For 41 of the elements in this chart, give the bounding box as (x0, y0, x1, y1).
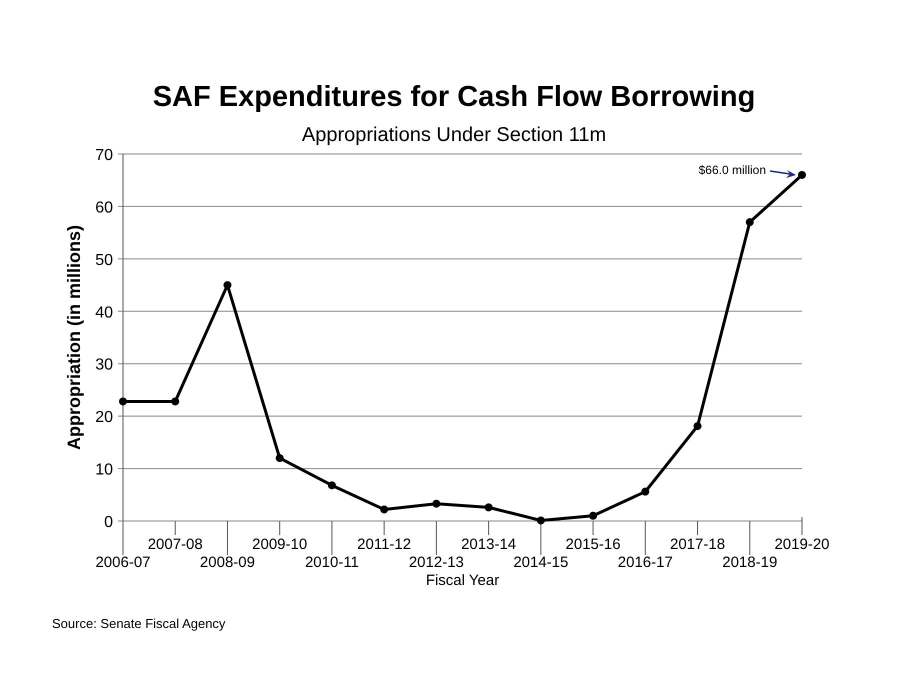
point (171, 397, 180, 406)
point (694, 422, 702, 430)
y-tick-label: 10 (95, 462, 114, 479)
y-tick-label: 40 (95, 304, 114, 322)
point (589, 512, 598, 520)
point (276, 454, 284, 462)
y-tick-label: 20 (95, 409, 114, 426)
point (484, 503, 493, 512)
x-tick-label: 2018-19 (722, 554, 778, 571)
x-tick-label: 2007-08 (148, 536, 203, 553)
y-tick-label: 0 (104, 514, 114, 531)
x-tick-label: 2016-17 (618, 554, 673, 571)
x-tick-label: 2014-15 (513, 554, 568, 571)
x-tick-label: 2010-11 (304, 554, 359, 571)
y-tick-label: 30 (95, 356, 114, 374)
y-tick-label: 70 (95, 147, 114, 164)
point (380, 505, 388, 514)
x-tick-label: 2011-12 (357, 536, 412, 553)
x-axis-title: Fiscal Year (426, 572, 500, 589)
point (798, 170, 806, 179)
point (641, 488, 650, 496)
point (432, 500, 440, 508)
x-tick-label: 2008-09 (200, 554, 255, 571)
point (119, 397, 127, 406)
x-tick-label: 2013-14 (461, 536, 516, 553)
x-tick-label: 2009-10 (252, 536, 308, 553)
source-note: Source: Senate Fiscal Agency (52, 616, 226, 631)
chart-subtitle: Appropriations Under Section 11m (302, 124, 606, 146)
point (536, 516, 545, 524)
annotation: $66.0 million (698, 162, 766, 177)
point (746, 218, 754, 226)
y-tick-label: 60 (95, 199, 114, 216)
x-tick-label: 2017-18 (670, 536, 726, 553)
x-tick-label: 2012-13 (408, 554, 464, 571)
y-axis-title: Appropriation (in millions) (64, 225, 84, 450)
x-tick-label: 2006-07 (95, 554, 151, 571)
point (328, 481, 336, 490)
x-tick-label: 2015-16 (566, 536, 621, 553)
y-tick-label: 50 (95, 252, 114, 269)
chart-title: SAF Expenditures for Cash Flow Borrowing (152, 81, 756, 113)
x-tick-label: 2019-20 (774, 536, 830, 553)
